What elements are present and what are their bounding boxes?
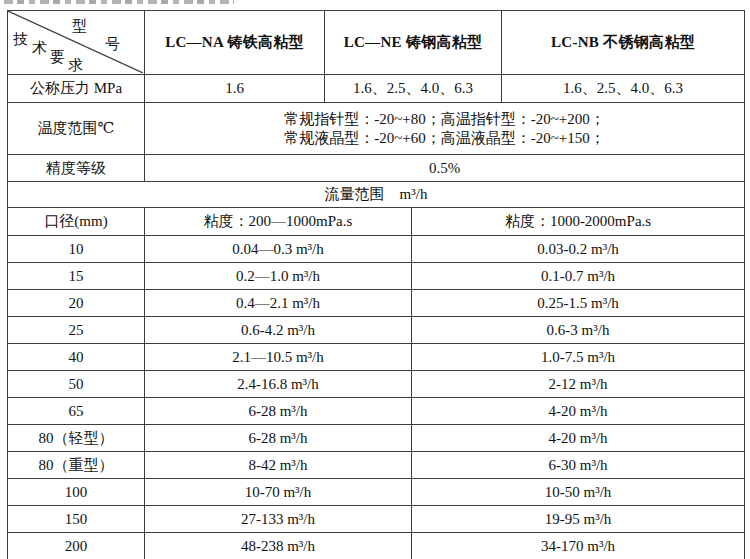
table-row: 公称压力 MPa 1.6 1.6、2.5、4.0、6.3 1.6、2.5、4.0…: [8, 75, 745, 103]
flow-high-viscosity-cell: 4-20 m³/h: [412, 398, 745, 425]
pressure-value-cell: 1.6、2.5、4.0、6.3: [325, 75, 502, 103]
diameter-cell: 25: [8, 317, 145, 344]
diameter-cell: 50: [8, 371, 145, 398]
pressure-value-cell: 1.6、2.5、4.0、6.3: [502, 75, 745, 103]
diameter-cell: 65: [8, 398, 145, 425]
spec-table: 型 号 技 术 要 求 LC—NA 铸铁高粘型 LC—NE 铸钢高粘型 LC-N…: [7, 10, 745, 559]
flow-high-viscosity-cell: 0.03-0.2 m³/h: [412, 236, 745, 263]
flow-low-viscosity-cell: 0.04—0.3 m³/h: [145, 236, 412, 263]
flow-low-viscosity-cell: 10-70 m³/h: [145, 479, 412, 506]
row-label-accuracy: 精度等级: [8, 155, 145, 182]
flow-high-viscosity-cell: 19-95 m³/h: [412, 506, 745, 533]
flow-high-viscosity-cell: 10-50 m³/h: [412, 479, 745, 506]
flow-high-viscosity-cell: 0.6-3 m³/h: [412, 317, 745, 344]
table-row: 精度等级 0.5%: [8, 155, 745, 182]
diameter-cell: 20: [8, 290, 145, 317]
diameter-cell: 150: [8, 506, 145, 533]
table-row: 温度范围℃ 常规指针型：-20~+80；高温指针型：-20~+200； 常规液晶…: [8, 103, 745, 155]
diameter-cell: 200: [8, 533, 145, 559]
temperature-line-1: 常规指针型：-20~+80；高温指针型：-20~+200；: [147, 110, 742, 129]
flow-low-viscosity-cell: 6-28 m³/h: [145, 425, 412, 452]
flow-range-title-cell: 流量范围 m³/h: [8, 182, 745, 208]
row-label-temperature: 温度范围℃: [8, 103, 145, 155]
temperature-range-cell: 常规指针型：-20~+80；高温指针型：-20~+200； 常规液晶型：-20~…: [145, 103, 745, 155]
diameter-header-cell: 口径(mm): [8, 208, 145, 236]
viscosity-header-cell-high: 粘度：1000-2000mPa.s: [412, 208, 745, 236]
diameter-cell: 100: [8, 479, 145, 506]
corner-char: 技: [13, 32, 28, 47]
table-row: 65 6-28 m³/h 4-20 m³/h: [8, 398, 745, 425]
flow-low-viscosity-cell: 0.2—1.0 m³/h: [145, 263, 412, 290]
flow-low-viscosity-cell: 2.4-16.8 m³/h: [145, 371, 412, 398]
table-row: 流量范围 m³/h: [8, 182, 745, 208]
table-row: 80（重型） 8-42 m³/h 6-30 m³/h: [8, 452, 745, 479]
corner-char: 术: [32, 41, 47, 56]
corner-header-cell: 型 号 技 术 要 求: [8, 11, 145, 75]
table-row: 20 0.4—2.1 m³/h 0.25-1.5 m³/h: [8, 290, 745, 317]
corner-char: 要: [50, 50, 65, 65]
table-row: 15 0.2—1.0 m³/h 0.1-0.7 m³/h: [8, 263, 745, 290]
table-row: 40 2.1—10.5 m³/h 1.0-7.5 m³/h: [8, 344, 745, 371]
model-header: LC-NB 不锈钢高粘型: [502, 11, 745, 75]
viscosity-header-cell-low: 粘度：200—1000mPa.s: [145, 208, 412, 236]
corner-char: 号: [105, 37, 120, 52]
diameter-cell: 10: [8, 236, 145, 263]
corner-char: 型: [72, 19, 87, 34]
diameter-cell: 40: [8, 344, 145, 371]
flow-high-viscosity-cell: 0.25-1.5 m³/h: [412, 290, 745, 317]
page: 型 号 技 术 要 求 LC—NA 铸铁高粘型 LC—NE 铸钢高粘型 LC-N…: [0, 0, 750, 559]
cropped-text-remnant: [4, 0, 234, 4]
model-header: LC—NA 铸铁高粘型: [145, 11, 325, 75]
model-header: LC—NE 铸钢高粘型: [325, 11, 502, 75]
table-row: 80（轻型） 6-28 m³/h 4-20 m³/h: [8, 425, 745, 452]
flow-high-viscosity-cell: 34-170 m³/h: [412, 533, 745, 559]
flow-low-viscosity-cell: 8-42 m³/h: [145, 452, 412, 479]
flow-low-viscosity-cell: 2.1—10.5 m³/h: [145, 344, 412, 371]
flow-low-viscosity-cell: 0.4—2.1 m³/h: [145, 290, 412, 317]
flow-high-viscosity-cell: 6-30 m³/h: [412, 452, 745, 479]
flow-high-viscosity-cell: 1.0-7.5 m³/h: [412, 344, 745, 371]
pressure-value-cell: 1.6: [145, 75, 325, 103]
flow-low-viscosity-cell: 0.6-4.2 m³/h: [145, 317, 412, 344]
table-row: 50 2.4-16.8 m³/h 2-12 m³/h: [8, 371, 745, 398]
temperature-line-2: 常规液晶型：-20~+60；高温液晶型：-20~+150；: [147, 129, 742, 148]
flow-high-viscosity-cell: 2-12 m³/h: [412, 371, 745, 398]
table-row: 口径(mm) 粘度：200—1000mPa.s 粘度：1000-2000mPa.…: [8, 208, 745, 236]
table-row: 型 号 技 术 要 求 LC—NA 铸铁高粘型 LC—NE 铸钢高粘型 LC-N…: [8, 11, 745, 75]
table-row: 100 10-70 m³/h 10-50 m³/h: [8, 479, 745, 506]
row-label-pressure: 公称压力 MPa: [8, 75, 145, 103]
table-row: 10 0.04—0.3 m³/h 0.03-0.2 m³/h: [8, 236, 745, 263]
flow-low-viscosity-cell: 27-133 m³/h: [145, 506, 412, 533]
flow-high-viscosity-cell: 0.1-0.7 m³/h: [412, 263, 745, 290]
table-row: 25 0.6-4.2 m³/h 0.6-3 m³/h: [8, 317, 745, 344]
corner-char: 求: [68, 58, 83, 73]
flow-high-viscosity-cell: 4-20 m³/h: [412, 425, 745, 452]
flow-low-viscosity-cell: 48-238 m³/h: [145, 533, 412, 559]
diameter-cell: 15: [8, 263, 145, 290]
diameter-cell: 80（轻型）: [8, 425, 145, 452]
accuracy-value-cell: 0.5%: [145, 155, 745, 182]
flow-low-viscosity-cell: 6-28 m³/h: [145, 398, 412, 425]
diameter-cell: 80（重型）: [8, 452, 145, 479]
table-row: 150 27-133 m³/h 19-95 m³/h: [8, 506, 745, 533]
table-row: 200 48-238 m³/h 34-170 m³/h: [8, 533, 745, 559]
corner-diagonal: 型 号 技 术 要 求: [8, 11, 144, 74]
